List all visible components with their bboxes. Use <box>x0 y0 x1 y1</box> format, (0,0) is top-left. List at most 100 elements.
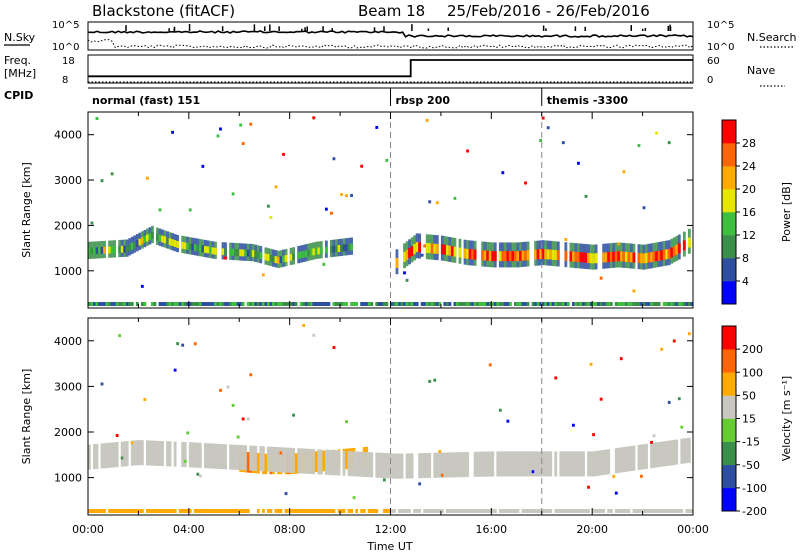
vel-ylabel: Slant Range [km] <box>20 369 33 465</box>
power-ground-cell <box>173 302 177 306</box>
vel-ground-cell <box>181 509 185 513</box>
power-scatter-cell <box>425 118 429 122</box>
power-ground-cell <box>483 302 487 306</box>
vel-ground-cell <box>433 509 437 513</box>
power-band-core <box>577 252 580 263</box>
vel-band-cell <box>448 452 452 478</box>
power-band-core <box>229 248 232 256</box>
vel-band-cell <box>287 447 290 473</box>
power-scatter-cell <box>622 170 626 174</box>
power-band-core <box>282 255 285 263</box>
power-ground-cell <box>214 302 217 306</box>
power-ground-cell <box>140 302 144 306</box>
vel-band-cell <box>650 443 653 469</box>
vel-ground-cell <box>178 509 182 513</box>
power-ground-cell <box>645 302 648 306</box>
power-band-core <box>156 233 159 241</box>
power-ground-cell <box>224 302 227 306</box>
power-band-core <box>163 236 167 244</box>
vel-band-cell <box>473 451 477 477</box>
power-band-core <box>451 246 454 257</box>
power-band-core <box>546 249 550 260</box>
power-ground-cell <box>203 302 207 306</box>
vel-ground-cell <box>503 509 507 513</box>
nave-label: Nave <box>747 64 775 77</box>
vel-ground-cell <box>93 509 96 513</box>
vel-ground-cell <box>188 509 192 513</box>
vel-ytick-label: 1000 <box>54 472 82 485</box>
power-ground-cell <box>236 302 240 306</box>
vel-ground-cell <box>521 509 525 513</box>
vel-ground-cell <box>256 509 260 513</box>
power-ground-cell <box>574 302 578 306</box>
vel-ground-cell <box>564 509 568 513</box>
vel-ground-cell <box>100 509 104 513</box>
vel-ground-cell <box>229 509 232 513</box>
vel-band-cell <box>88 444 91 470</box>
power-band-core <box>506 251 510 262</box>
vel-band-cell <box>594 451 598 477</box>
vel-band-cell <box>627 446 631 472</box>
vel-band-cell <box>445 452 449 478</box>
power-ground-cell <box>453 302 457 306</box>
power-ground-cell <box>624 302 628 306</box>
vel-band-cell <box>665 440 669 467</box>
vel-ground-cell <box>602 509 606 513</box>
vel-ground-cell <box>662 509 666 513</box>
vel-scatter-cell <box>677 397 681 401</box>
vel-ground-cell <box>246 509 250 513</box>
vel-scatter-cell <box>279 451 283 455</box>
vel-scatter-cell <box>652 434 656 438</box>
power-band-core <box>168 238 172 246</box>
vel-ground-cell <box>647 509 651 513</box>
vel-band-cell <box>624 446 628 472</box>
vel-ground-cell <box>158 509 162 513</box>
vel-ground-cell <box>670 509 674 513</box>
vel-ground-cell <box>130 509 134 513</box>
vel-scatter-cell <box>236 435 240 439</box>
power-ground-cell <box>345 302 348 306</box>
vel-band-cell <box>254 445 258 471</box>
vel-band-cell <box>269 446 273 472</box>
power-ground-cell <box>176 302 180 306</box>
power-colorbar-tick-label: 24 <box>742 160 756 173</box>
power-ground-cell <box>577 302 580 306</box>
vel-band-cell <box>188 442 192 468</box>
power-scatter-cell <box>95 117 99 121</box>
power-ground-cell <box>481 302 485 306</box>
power-ground-cell <box>239 302 243 306</box>
power-band-core <box>145 234 149 242</box>
vel-band-cell <box>120 441 124 467</box>
power-ground-cell <box>559 302 563 306</box>
vel-ground-cell <box>292 509 296 513</box>
vel-band-cell <box>261 446 265 472</box>
vel-ground-cell <box>209 509 212 513</box>
power-ground-cell <box>655 302 659 306</box>
vel-band-cell <box>173 441 177 467</box>
vel-scatter-cell <box>219 388 222 392</box>
power-band-core <box>521 250 525 261</box>
power-ground-cell <box>584 302 588 306</box>
freq-label-2: [MHz] <box>4 67 36 80</box>
vel-band-cell <box>662 441 666 467</box>
power-band-core <box>395 257 399 268</box>
power-scatter-cell <box>201 164 205 168</box>
power-ground-cell <box>473 302 477 306</box>
power-ground-cell <box>448 302 452 306</box>
power-band-core <box>186 242 190 250</box>
vel-ground-cell <box>302 509 306 513</box>
vel-ground-cell <box>385 509 389 513</box>
vel-band-cell <box>607 449 611 475</box>
power-scatter-cell <box>667 141 671 145</box>
vel-scatter-cell <box>173 368 177 372</box>
power-band-core <box>241 249 245 257</box>
power-ground-cell <box>309 302 313 306</box>
power-ground-cell <box>531 302 535 306</box>
power-scatter-cell <box>350 193 353 197</box>
vel-band-cell <box>456 452 459 478</box>
vel-band-cell <box>166 441 169 467</box>
vel-band-cell <box>95 443 99 469</box>
vel-band-cell <box>589 451 593 477</box>
vel-band-cell <box>597 450 601 476</box>
power-band-core <box>619 251 623 262</box>
